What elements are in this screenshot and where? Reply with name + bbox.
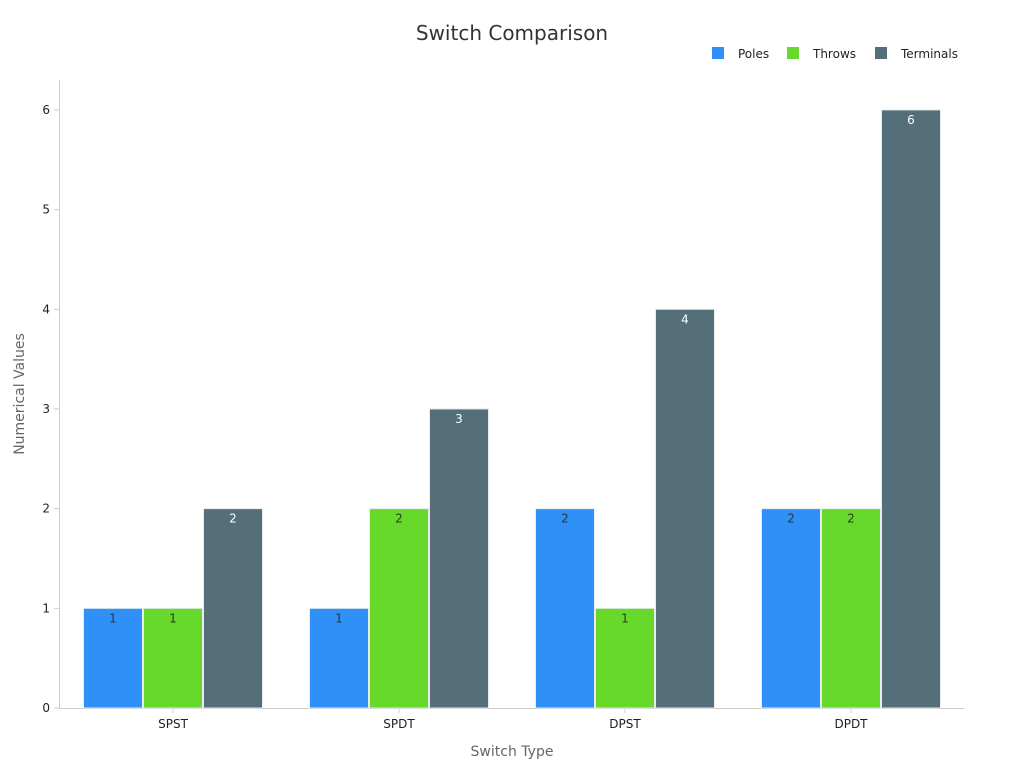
y-tick-label: 1 bbox=[42, 601, 50, 615]
data-label: 2 bbox=[787, 512, 795, 526]
bar bbox=[309, 607, 369, 709]
data-label: 1 bbox=[335, 611, 343, 625]
bar bbox=[535, 508, 595, 709]
data-label: 6 bbox=[907, 113, 915, 127]
data-label: 4 bbox=[681, 312, 689, 326]
y-tick-label: 3 bbox=[42, 402, 50, 416]
data-label: 1 bbox=[109, 611, 117, 625]
x-tick-label: SPDT bbox=[383, 717, 415, 731]
bars bbox=[83, 109, 941, 709]
bar bbox=[761, 508, 821, 709]
y-axis-title: Numerical Values bbox=[12, 333, 28, 455]
x-tick-label: DPST bbox=[609, 717, 641, 731]
legend-swatch bbox=[787, 47, 799, 59]
legend-swatch bbox=[875, 47, 887, 59]
y-tick-label: 0 bbox=[42, 701, 50, 715]
bar bbox=[821, 508, 881, 709]
bar bbox=[143, 607, 203, 709]
x-axis-title: Switch Type bbox=[471, 744, 554, 760]
bar bbox=[203, 508, 263, 709]
data-label: 1 bbox=[169, 611, 177, 625]
data-label: 2 bbox=[561, 512, 569, 526]
y-tick-label: 5 bbox=[42, 203, 50, 217]
data-label: 1 bbox=[621, 611, 629, 625]
legend-label: Throws bbox=[812, 47, 856, 61]
legend-label: Terminals bbox=[900, 47, 958, 61]
y-tick-label: 6 bbox=[42, 103, 50, 117]
data-labels: 1 1 2 1 2 3 2 1 4 2 2 6 bbox=[109, 113, 915, 625]
x-tick-label: SPST bbox=[158, 717, 188, 731]
bar bbox=[595, 607, 655, 709]
bar bbox=[655, 308, 715, 709]
bar bbox=[83, 607, 143, 709]
x-axis-ticks: SPST SPDT DPST DPDT bbox=[158, 708, 868, 731]
data-label: 3 bbox=[455, 412, 463, 426]
bar bbox=[369, 508, 429, 709]
chart-title: Switch Comparison bbox=[416, 21, 608, 45]
y-tick-label: 2 bbox=[42, 502, 50, 516]
y-axis-ticks: 0 1 2 3 4 5 6 bbox=[42, 103, 59, 715]
y-tick-label: 4 bbox=[42, 302, 50, 316]
legend: Poles Throws Terminals bbox=[712, 47, 958, 61]
x-tick-label: DPDT bbox=[834, 717, 868, 731]
bar bbox=[881, 109, 941, 709]
data-label: 2 bbox=[847, 512, 855, 526]
data-label: 2 bbox=[229, 512, 237, 526]
bar bbox=[429, 408, 489, 709]
legend-label: Poles bbox=[738, 47, 769, 61]
legend-swatch bbox=[712, 47, 724, 59]
data-label: 2 bbox=[395, 512, 403, 526]
